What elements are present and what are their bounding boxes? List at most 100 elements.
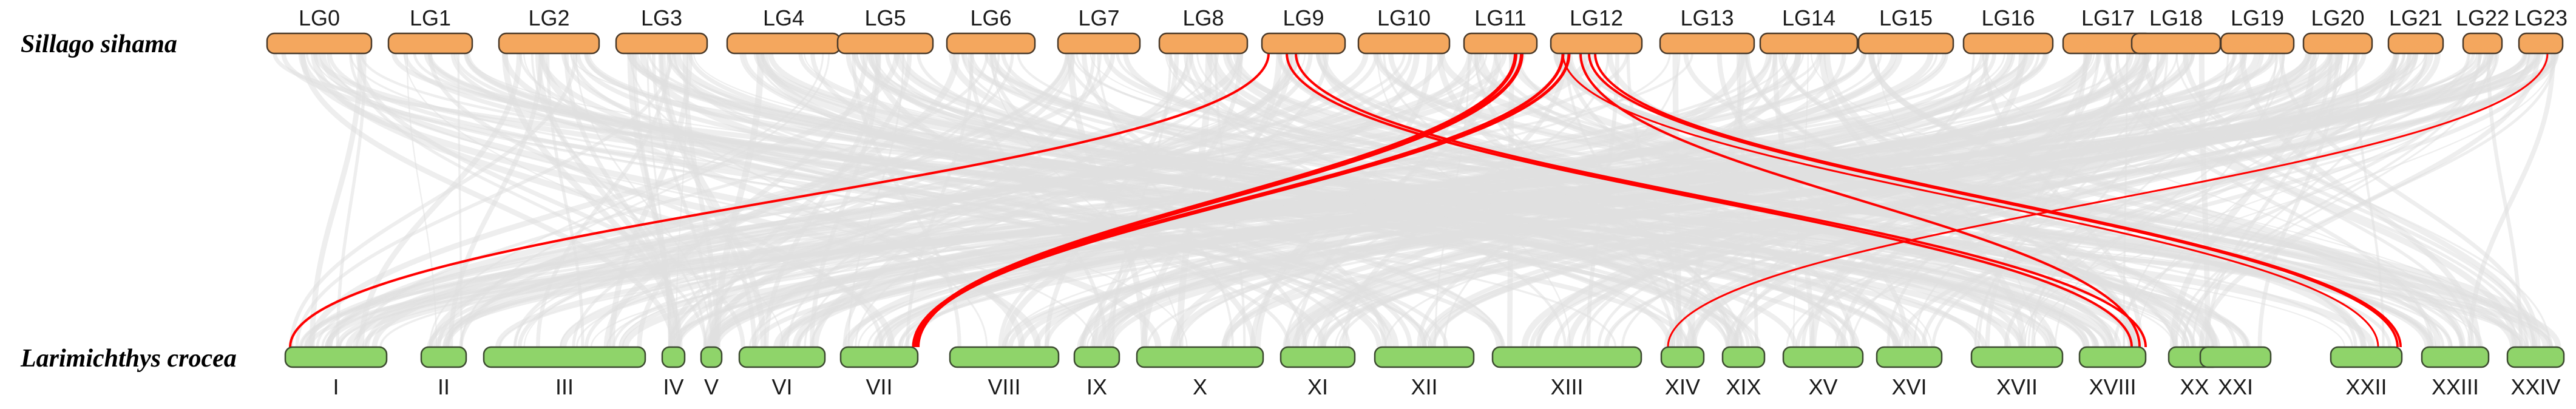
top-chromosome-bar <box>726 32 841 55</box>
background-link <box>751 53 1313 348</box>
background-link <box>1222 53 1846 348</box>
top-chromosome-bar <box>2130 32 2222 55</box>
top-chromosome-label: LG19 <box>2231 5 2284 30</box>
top-chromosome-bar <box>615 32 708 55</box>
bottom-chromosome-bar <box>2199 346 2272 368</box>
top-chromosome-label: LG13 <box>1680 5 1734 30</box>
background-link <box>885 53 1755 348</box>
background-link <box>634 53 2090 348</box>
background-link <box>792 53 1802 348</box>
background-link <box>1811 53 2521 348</box>
bottom-chromosome-bar <box>2421 346 2490 368</box>
top-chromosome-label: LG21 <box>2389 5 2442 30</box>
background-link <box>1067 53 1147 348</box>
bottom-chromosome-bar <box>2506 346 2565 368</box>
bottom-species-label: Larimichthys crocea <box>20 345 237 373</box>
top-chromosome-bar <box>1857 32 1954 55</box>
bottom-chromosome-bar <box>839 346 919 368</box>
bottom-chromosome-label: XX <box>2180 374 2209 399</box>
top-chromosome-bar <box>1357 32 1451 55</box>
bottom-chromosome-label: V <box>704 374 719 399</box>
top-chromosome-label: LG17 <box>2081 5 2135 30</box>
background-link <box>764 53 881 348</box>
bottom-chromosome-label: XIX <box>1726 374 1761 399</box>
bottom-chromosome-bar <box>949 346 1060 368</box>
top-chromosome-label: LG14 <box>1782 5 1835 30</box>
highlighted-links <box>289 53 2549 348</box>
bottom-chromosome-bar <box>284 346 388 368</box>
background-link <box>2279 53 2541 348</box>
bottom-chromosome-bar <box>1660 346 1705 368</box>
background-link <box>546 53 585 348</box>
top-chromosome-bar <box>266 32 373 55</box>
top-chromosome-label: LG9 <box>1283 5 1324 30</box>
top-chromosome-bar <box>836 32 934 55</box>
top-chromosome-label: LG0 <box>299 5 340 30</box>
top-chromosome-label: LG1 <box>410 5 451 30</box>
bottom-chromosome-bar <box>700 346 723 368</box>
bottom-chromosome-bar <box>1721 346 1766 368</box>
bottom-chromosome-label: I <box>333 374 339 399</box>
background-link <box>1005 53 2095 348</box>
background-link <box>413 53 2086 348</box>
background-link <box>852 53 961 348</box>
bottom-chromosome-label: IV <box>663 374 683 399</box>
top-chromosome-bar <box>1759 32 1859 55</box>
highlighted-link <box>1579 53 2141 348</box>
bottom-chromosome-label: XV <box>1808 374 1837 399</box>
background-link <box>575 53 713 348</box>
highlighted-link <box>914 53 1571 348</box>
top-chromosome-bar <box>1057 32 1141 55</box>
background-link <box>1795 53 2500 348</box>
bottom-chromosome-bar <box>1073 346 1120 368</box>
top-chromosome-bar <box>2302 32 2373 55</box>
background-link <box>2198 53 2211 348</box>
bottom-chromosome-label: XI <box>1307 374 1328 399</box>
bottom-chromosome-bar <box>420 346 467 368</box>
bottom-chromosome-bar <box>1374 346 1475 368</box>
top-chromosomes: LG0 LG1 LG2 LG3 LG4 LG5 LG6 LG7 LG8 LG9 LG10 LG11 LG… <box>266 5 2568 55</box>
highlighted-link <box>1286 53 2133 348</box>
background-link <box>2257 53 2339 348</box>
bottom-chromosome-label: II <box>438 374 450 399</box>
background-link <box>1097 53 1234 348</box>
bottom-chromosome-label: XVI <box>1891 374 1927 399</box>
bottom-chromosome-bar <box>2330 346 2403 368</box>
top-chromosome-label: LG15 <box>1879 5 1933 30</box>
bottom-chromosome-bar <box>1782 346 1864 368</box>
background-link <box>1717 53 1910 348</box>
top-chromosome-bar <box>1463 32 1538 55</box>
bottom-chromosome-label: XXI <box>2218 374 2253 399</box>
bottom-chromosome-label: XXII <box>2345 374 2387 399</box>
bottom-chromosome-label: XVII <box>1996 374 2038 399</box>
top-chromosome-label: LG11 <box>1474 5 1526 30</box>
bottom-chromosome-label: XXIII <box>2432 374 2479 399</box>
bottom-chromosomes: I II III IV V VI VII VIII IX X XI XII XIII XIV XIX XV XV… <box>284 346 2565 399</box>
top-chromosome-bar <box>1962 32 2054 55</box>
top-chromosome-bar <box>1261 32 1346 55</box>
top-chromosome-label: LG16 <box>1981 5 2035 30</box>
background-link <box>1044 53 1996 348</box>
bottom-chromosome-label: III <box>555 374 574 399</box>
background-link <box>1295 53 2554 348</box>
background-link <box>2198 53 2540 348</box>
top-chromosome-bar <box>946 32 1036 55</box>
top-chromosome-label: LG3 <box>641 5 682 30</box>
bottom-chromosome-label: XVIII <box>2089 374 2136 399</box>
bottom-chromosome-bar <box>661 346 686 368</box>
top-chromosome-bar <box>2518 32 2564 55</box>
background-link <box>457 53 463 348</box>
background-link <box>1211 53 2025 348</box>
bottom-chromosome-label: VI <box>771 374 792 399</box>
top-chromosome-bar <box>2387 32 2444 55</box>
top-chromosome-bar <box>2462 32 2503 55</box>
top-chromosome-label: LG6 <box>970 5 1011 30</box>
top-chromosome-label: LG10 <box>1377 5 1431 30</box>
bottom-chromosome-bar <box>1876 346 1943 368</box>
bottom-chromosome-label: XXIV <box>2510 374 2560 399</box>
top-chromosome-bar <box>2220 32 2295 55</box>
bottom-chromosome-label: XIII <box>1550 374 1583 399</box>
top-species-label: Sillago sihama <box>21 30 177 58</box>
top-chromosome-label: LG7 <box>1078 5 1119 30</box>
background-link <box>1438 53 2517 348</box>
